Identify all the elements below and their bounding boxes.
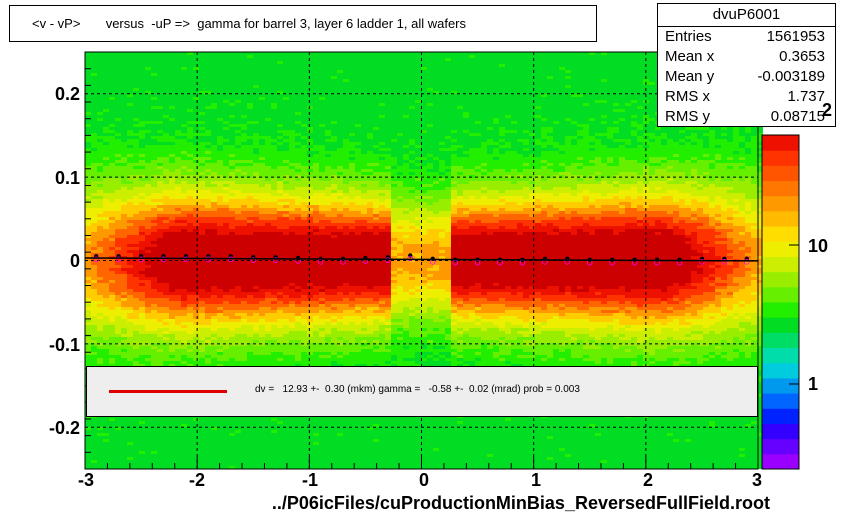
color-scale-step [762,453,799,470]
y-tick-label: 0 [69,251,80,271]
data-point-alt [385,257,391,263]
x-tick-label: -2 [188,470,205,490]
data-point-alt [407,255,414,262]
color-scale-step [762,241,799,257]
x-tick-label: 0 [418,470,429,490]
color-scale-step [762,271,799,288]
stats-value: -0.003189 [757,68,825,85]
color-scale-step [762,180,799,197]
z-exponent-label: 2 [822,100,833,120]
color-scale-step [762,150,799,166]
y-tick-label: -0.1 [48,335,80,355]
x-tick-label: -3 [77,470,94,490]
color-scale-step [762,362,799,379]
data-point-alt [115,256,122,263]
color-scale-step [762,226,799,242]
color-scale-step [762,332,799,349]
data-point-alt [138,256,144,263]
stats-value: 0.08715 [770,108,825,125]
stats-label: Mean y [665,68,715,85]
color-scale-step [762,408,799,424]
stats-label: Mean x [665,48,715,65]
z-tick-label: 1 [808,374,819,394]
stats-row-entries: Entries 1561953 [658,27,835,47]
y-tick-label: -0.2 [48,418,80,438]
stats-name: dvuP6001 [658,4,835,27]
color-scale-step [762,438,799,455]
x-tick-label: 2 [642,470,653,490]
color-scale-step [762,210,799,227]
stats-label: Entries [665,28,712,45]
color-scale-frame [761,134,800,470]
data-point-alt [721,259,728,265]
color-scale-step [762,347,799,364]
color-scale-step [762,286,799,303]
stats-row-rms-y: RMS y 0.08715 [658,107,835,127]
color-scale-step [762,377,799,394]
stats-row-mean-y: Mean y -0.003189 [658,67,835,87]
x-tick-label: 3 [751,470,762,490]
color-scale-step [762,302,799,318]
y-tick-label: 0.2 [54,84,80,104]
legend-text: dv = 12.93 +- 0.30 (mkm) gamma = -0.58 +… [255,384,580,395]
color-scale-step [762,135,799,151]
stats-value: 0.3653 [779,48,825,65]
color-scale [761,134,800,470]
stats-row-rms-x: RMS x 1.737 [658,87,835,107]
color-scale-step [762,393,799,409]
stats-value: 1561953 [766,28,825,45]
stats-label: RMS x [665,88,710,105]
data-point-alt [250,257,257,263]
stats-row-mean-x: Mean x 0.3653 [658,47,835,67]
color-scale-step [762,317,799,333]
stats-value: 1.737 [787,88,825,105]
color-scale-step [762,165,799,182]
color-scale-step [762,423,799,440]
stats-label: RMS y [665,108,710,125]
data-point-alt [272,257,279,263]
fit-legend: dv = 12.93 +- 0.30 (mkm) gamma = -0.58 +… [86,366,758,417]
x-axis-label: ../P06icFiles/cuProductionMinBias_Revers… [271,493,770,513]
data-point-alt [160,256,167,263]
data-point-alt [699,259,705,265]
data-point-alt [183,256,189,263]
data-point-alt [743,259,750,265]
x-tick-label: 1 [530,470,541,490]
z-tick-label: 10 [808,236,829,256]
stats-box: dvuP6001 Entries 1561953 Mean x 0.3653 M… [657,3,836,127]
data-point-alt [93,256,100,263]
fit-line [84,257,759,262]
chart-title: <v - vP> versus -uP => gamma for barrel … [9,5,597,42]
color-scale-step [762,195,799,212]
x-tick-label: -1 [301,470,318,490]
legend-line-swatch [109,390,227,393]
color-scale-step [762,256,799,273]
y-tick-label: 0.1 [54,168,80,188]
data-point-alt [205,256,212,263]
